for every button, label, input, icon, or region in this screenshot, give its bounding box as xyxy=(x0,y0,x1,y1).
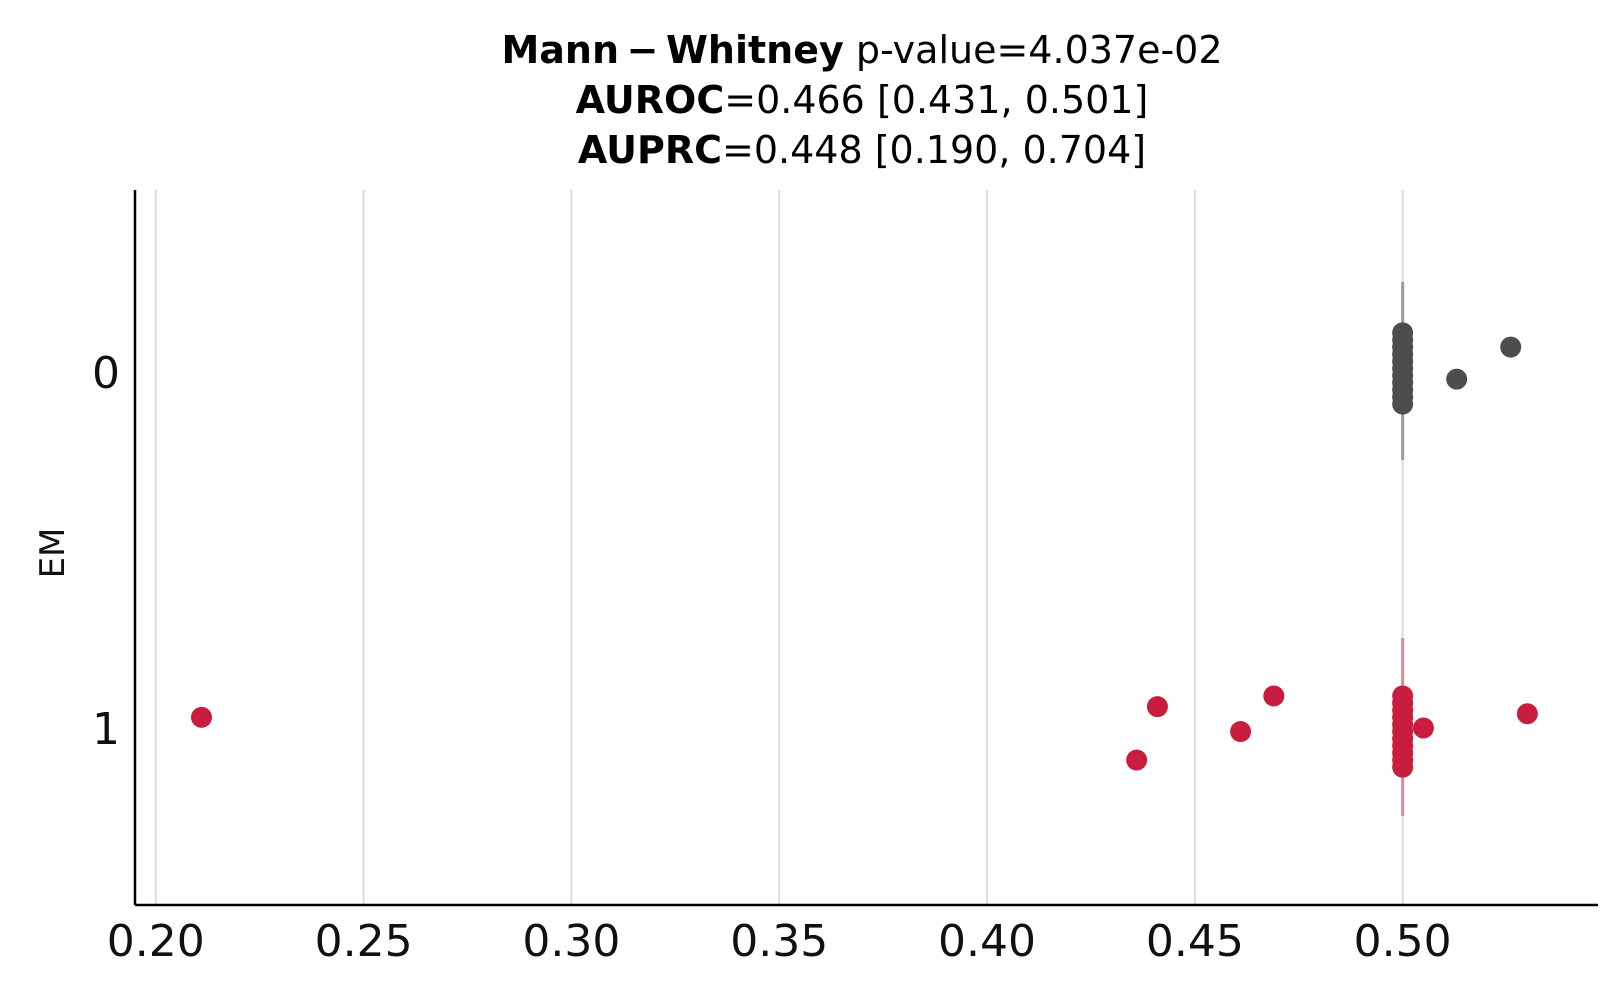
x-tick-labels: 0.20 0.25 0.30 0.35 0.40 0.45 0.50 xyxy=(107,916,1452,967)
chart-title: Mann − Whitney p-value=4.037e-02 AUROC=0… xyxy=(501,28,1222,172)
title-line-3: AUPRC=0.448 [0.190, 0.704] xyxy=(578,128,1146,172)
axes xyxy=(133,190,1598,907)
data-point xyxy=(1230,721,1252,743)
data-point xyxy=(1392,685,1414,707)
data-point xyxy=(1392,322,1414,344)
x-tick-label: 0.35 xyxy=(730,916,828,967)
data-point xyxy=(191,706,212,728)
y-tick-label: 0 xyxy=(92,348,120,399)
title-line-3-rest: =0.448 [0.190, 0.704] xyxy=(722,128,1146,172)
y-tick-labels: 01 xyxy=(92,348,120,755)
data-point xyxy=(1446,368,1468,390)
title-line-2-bold: AUROC xyxy=(576,78,725,122)
y-tick-label: 1 xyxy=(92,704,120,755)
x-tick-label: 0.25 xyxy=(315,916,413,967)
data-point xyxy=(1263,685,1285,707)
data-point xyxy=(1126,749,1148,771)
data-point xyxy=(1500,336,1522,358)
title-line-3-bold: AUPRC xyxy=(578,128,722,172)
data-point xyxy=(1516,703,1538,725)
data-point xyxy=(1412,717,1434,739)
x-tick-label: 0.45 xyxy=(1146,916,1244,967)
data-points xyxy=(191,322,1538,778)
title-line-1: Mann − Whitney p-value=4.037e-02 xyxy=(501,28,1222,72)
x-tick-label: 0.50 xyxy=(1354,916,1452,967)
title-line-1-rest: p-value=4.037e-02 xyxy=(844,28,1223,72)
x-tick-label: 0.30 xyxy=(522,916,620,967)
title-line-2: AUROC=0.466 [0.431, 0.501] xyxy=(576,78,1149,122)
x-tick-label: 0.20 xyxy=(107,916,205,967)
data-point xyxy=(1146,696,1168,718)
grid-lines xyxy=(154,190,1404,905)
title-line-2-rest: =0.466 [0.431, 0.501] xyxy=(724,78,1148,122)
y-axis-label: EM xyxy=(33,528,73,579)
x-tick-label: 0.40 xyxy=(938,916,1036,967)
title-line-1-bold: Mann − Whitney xyxy=(501,28,844,72)
